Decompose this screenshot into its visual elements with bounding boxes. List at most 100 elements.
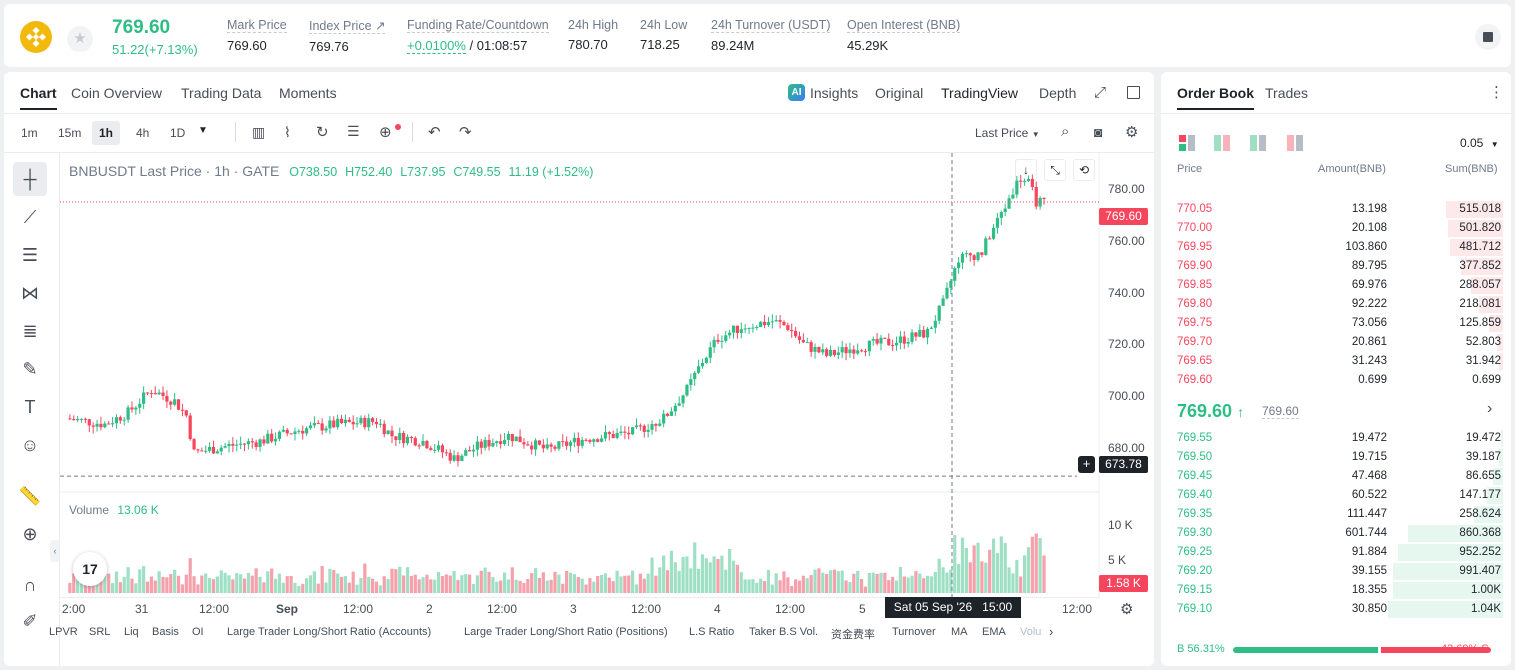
indicator-lpvr[interactable]: LPVR <box>49 626 78 638</box>
chevron-right-icon[interactable]: › <box>1049 624 1054 639</box>
view-original[interactable]: Original <box>875 85 924 101</box>
view-both-icon[interactable] <box>1179 135 1195 151</box>
indicator-turnover[interactable]: Turnover <box>892 626 936 638</box>
tf-1m[interactable]: 1m <box>21 126 38 140</box>
indicators-icon[interactable]: ⌇ <box>284 124 291 140</box>
tab-order-book[interactable]: Order Book <box>1177 85 1255 110</box>
collapse-toolbar-icon[interactable]: ‹ <box>50 540 60 562</box>
view-depth[interactable]: Depth <box>1039 85 1077 101</box>
indicator-ema[interactable]: EMA <box>982 626 1006 638</box>
lock-draw-tool-icon[interactable]: ✐ <box>22 611 38 631</box>
tab-chart[interactable]: Chart <box>20 85 57 110</box>
orderbook-row[interactable]: 770.05 13.198 515.018 <box>1161 200 1511 219</box>
undo-icon[interactable]: ↶ <box>428 124 441 141</box>
pattern-tool-icon[interactable]: ⋈ <box>21 283 39 303</box>
text-tool-icon[interactable]: T <box>24 397 36 417</box>
candle-body <box>739 329 743 333</box>
tab-coin-overview[interactable]: Coin Overview <box>71 85 163 101</box>
time-settings-icon[interactable]: ⚙ <box>1120 601 1134 618</box>
camera-icon[interactable]: ◙ <box>1094 124 1103 140</box>
orderbook-row[interactable]: 769.40 60.522 147.177 <box>1161 486 1511 505</box>
orderbook-row[interactable]: 769.90 89.795 377.852 <box>1161 257 1511 276</box>
scroll-down-icon[interactable]: ↓ <box>1015 159 1037 181</box>
indicator-funding-rate[interactable]: 资金费率 <box>831 629 875 641</box>
add-order-icon[interactable]: + <box>1078 456 1095 473</box>
orderbook-row[interactable]: 769.70 20.861 52.803 <box>1161 333 1511 352</box>
compare-icon[interactable]: ↻ <box>316 124 329 141</box>
stat-index-price[interactable]: Index Price ↗ 769.76 <box>309 19 386 54</box>
ai-insights-icon[interactable]: AI <box>788 84 805 101</box>
orderbook-row[interactable]: 769.95 103.860 481.712 <box>1161 238 1511 257</box>
orderbook-row[interactable]: 769.55 19.472 19.472 <box>1161 429 1511 448</box>
view-tradingview[interactable]: TradingView <box>941 85 1019 101</box>
add-alert-icon[interactable]: ⊕ <box>379 124 392 141</box>
chevron-right-icon[interactable]: › <box>1487 400 1493 417</box>
tf-4h[interactable]: 4h <box>136 126 150 140</box>
channel-tool-icon[interactable]: ☰ <box>21 245 39 265</box>
tab-moments[interactable]: Moments <box>279 85 337 101</box>
orderbook-row[interactable]: 769.35 111.447 258.624 <box>1161 505 1511 524</box>
candle-body <box>130 407 134 410</box>
row-price: 769.90 <box>1177 260 1213 272</box>
price-type-select[interactable]: Last Price ▼ <box>975 126 1040 140</box>
fib-tool-icon[interactable]: ≣ <box>22 321 38 341</box>
indicator-ls-ratio[interactable]: L.S Ratio <box>689 626 735 638</box>
indicator-ma[interactable]: MA <box>951 626 968 638</box>
orderbook-row[interactable]: 769.20 39.155 991.407 <box>1161 562 1511 581</box>
indicator-large-trader-accounts[interactable]: Large Trader Long/Short Ratio (Accounts) <box>227 626 432 638</box>
orderbook-row[interactable]: 769.50 19.715 39.187 <box>1161 448 1511 467</box>
orderbook-row[interactable]: 770.00 20.108 501.820 <box>1161 219 1511 238</box>
indicator-taker-bs-vol[interactable]: Taker B.S Vol. <box>749 626 819 638</box>
indicator-srl[interactable]: SRL <box>89 626 111 638</box>
indicator-oi[interactable]: OI <box>192 626 204 638</box>
tf-1h[interactable]: 1h <box>92 121 121 145</box>
timeframe-dropdown-icon[interactable]: ▼ <box>198 125 208 136</box>
volume-bar <box>506 579 511 593</box>
tf-1d[interactable]: 1D <box>170 126 186 140</box>
view-asks-icon[interactable] <box>1287 135 1303 151</box>
expand-icon[interactable]: ⤢ <box>1094 84 1107 101</box>
orderbook-row[interactable]: 769.10 30.850 1.04K <box>1161 600 1511 619</box>
trendline-tool-icon[interactable]: ⟋ <box>23 207 37 227</box>
zoom-tool-icon[interactable]: ⊕ <box>22 524 38 544</box>
indicator-basis[interactable]: Basis <box>152 626 179 638</box>
orderbook-row[interactable]: 769.60 0.699 0.699 <box>1161 371 1511 390</box>
favorite-star-icon[interactable]: ★ <box>67 26 93 52</box>
orderbook-row[interactable]: 769.30 601.744 860.368 <box>1161 524 1511 543</box>
candlestick-chart[interactable] <box>4 72 1154 666</box>
crosshair-tool-icon[interactable]: ┼ <box>13 162 47 196</box>
book-icon[interactable] <box>1475 24 1501 50</box>
volume-bar <box>68 582 72 593</box>
window-icon[interactable] <box>1127 86 1140 99</box>
indicator-liq[interactable]: Liq <box>124 626 139 638</box>
emoji-tool-icon[interactable]: ☺ <box>20 435 40 455</box>
reset-view-icon[interactable]: ⟲ <box>1073 159 1095 181</box>
indicator-volume[interactable]: Volu <box>1020 626 1042 638</box>
settings-gear-icon[interactable]: ⚙ <box>1125 124 1139 141</box>
orderbook-row[interactable]: 769.75 73.056 125.859 <box>1161 314 1511 333</box>
orderbook-row[interactable]: 769.45 47.468 86.655 <box>1161 467 1511 486</box>
candle-type-icon[interactable]: ▥ <box>252 124 266 140</box>
more-options-icon[interactable]: ⋮ <box>1489 84 1504 101</box>
orderbook-row[interactable]: 769.65 31.243 31.942 <box>1161 352 1511 371</box>
precision-select[interactable]: 0.05 ▼ <box>1460 136 1499 150</box>
orderbook-row[interactable]: 769.15 18.355 1.00K <box>1161 581 1511 600</box>
candle-body <box>254 442 258 447</box>
templates-icon[interactable]: ☰ <box>347 123 360 139</box>
tab-trading-data[interactable]: Trading Data <box>181 85 262 101</box>
brush-tool-icon[interactable]: ✎ <box>22 359 38 379</box>
ruler-tool-icon[interactable]: 📏 <box>18 486 42 506</box>
view-insights[interactable]: Insights <box>810 85 859 101</box>
indicator-large-trader-positions[interactable]: Large Trader Long/Short Ratio (Positions… <box>464 626 668 638</box>
view-bids-icon[interactable] <box>1250 135 1266 151</box>
view-split-icon[interactable] <box>1214 135 1230 151</box>
magnet-tool-icon[interactable]: ∩ <box>23 575 37 595</box>
tab-trades[interactable]: Trades <box>1265 85 1309 101</box>
orderbook-row[interactable]: 769.80 92.222 218.081 <box>1161 295 1511 314</box>
redo-icon[interactable]: ↷ <box>459 124 472 141</box>
collapse-icon[interactable]: ⤡ <box>1044 159 1066 181</box>
tf-15m[interactable]: 15m <box>58 126 82 140</box>
orderbook-row[interactable]: 769.25 91.884 952.252 <box>1161 543 1511 562</box>
search-icon[interactable]: ⌕ <box>1061 123 1070 140</box>
orderbook-row[interactable]: 769.85 69.976 288.057 <box>1161 276 1511 295</box>
